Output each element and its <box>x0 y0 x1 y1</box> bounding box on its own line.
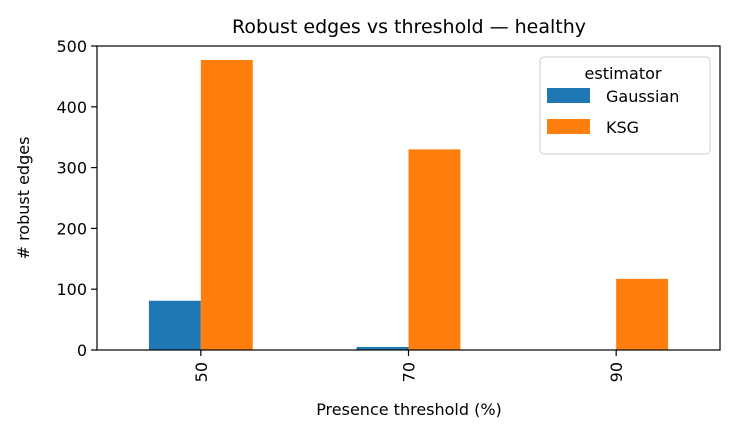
legend: estimator Gaussian KSG <box>539 56 711 155</box>
y-tick-label: 400 <box>56 98 87 117</box>
y-axis-ticks: 0 100 200 300 400 500 <box>56 37 97 360</box>
x-tick-label: 90 <box>607 362 626 382</box>
legend-label-ksg: KSG <box>606 118 639 137</box>
y-tick-label: 0 <box>77 341 87 360</box>
y-tick-label: 100 <box>56 280 87 299</box>
plot-frame <box>96 45 721 351</box>
x-tick-label: 70 <box>400 362 419 382</box>
bars <box>148 59 669 350</box>
y-tick-label: 300 <box>56 159 87 178</box>
x-tick-label: 50 <box>192 362 211 382</box>
bar-gaussian-70 <box>356 346 409 350</box>
legend-swatch-gaussian <box>547 88 590 103</box>
y-tick-label: 500 <box>56 37 87 56</box>
x-axis-label: Presence threshold (%) <box>316 400 502 419</box>
y-tick-label: 200 <box>56 219 87 238</box>
legend-label-gaussian: Gaussian <box>606 87 679 106</box>
bar-ksg-90 <box>616 278 669 350</box>
legend-title: estimator <box>585 64 662 83</box>
bar-gaussian-50 <box>148 300 201 350</box>
y-axis-label: # robust edges <box>14 137 33 260</box>
bar-ksg-50 <box>200 59 253 350</box>
chart-title: Robust edges vs threshold — healthy <box>232 16 586 38</box>
x-axis-ticks: 50 70 90 <box>192 350 626 382</box>
legend-swatch-ksg <box>547 119 590 134</box>
bar-ksg-70 <box>408 149 461 350</box>
